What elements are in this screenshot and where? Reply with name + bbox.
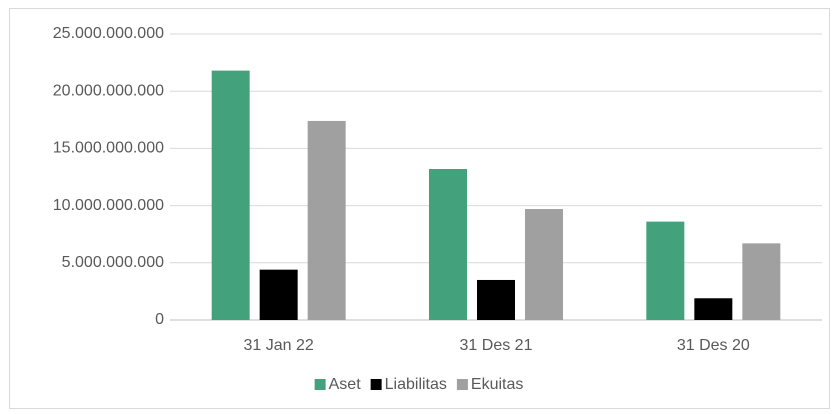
y-tick-label: 20.000.000.000 (53, 82, 164, 99)
legend-swatch (370, 379, 382, 390)
bar (211, 70, 250, 320)
bar (477, 279, 515, 320)
legend-swatch (456, 379, 468, 390)
bar (646, 221, 685, 320)
legend-label: Liabilitas (385, 376, 447, 393)
bar (694, 298, 733, 320)
chart-border (9, 8, 830, 409)
y-tick-label: 25.000.000.000 (53, 25, 164, 42)
bar (259, 269, 298, 320)
bar (307, 120, 346, 320)
bar (525, 209, 563, 320)
legend-swatch (314, 379, 326, 390)
bar (742, 243, 781, 320)
y-tick-label: 15.000.000.000 (53, 140, 164, 157)
y-tick-label: 0 (155, 311, 164, 328)
x-tick-label: 31 Jan 22 (244, 337, 314, 354)
x-tick-label: 31 Des 20 (677, 337, 750, 354)
bar (429, 168, 467, 320)
x-tick-label: 31 Des 21 (460, 337, 533, 354)
legend-label: Ekuitas (471, 376, 523, 393)
y-tick-label: 5.000.000.000 (62, 254, 164, 271)
legend-label: Aset (329, 376, 362, 393)
y-tick-label: 10.000.000.000 (53, 197, 164, 214)
